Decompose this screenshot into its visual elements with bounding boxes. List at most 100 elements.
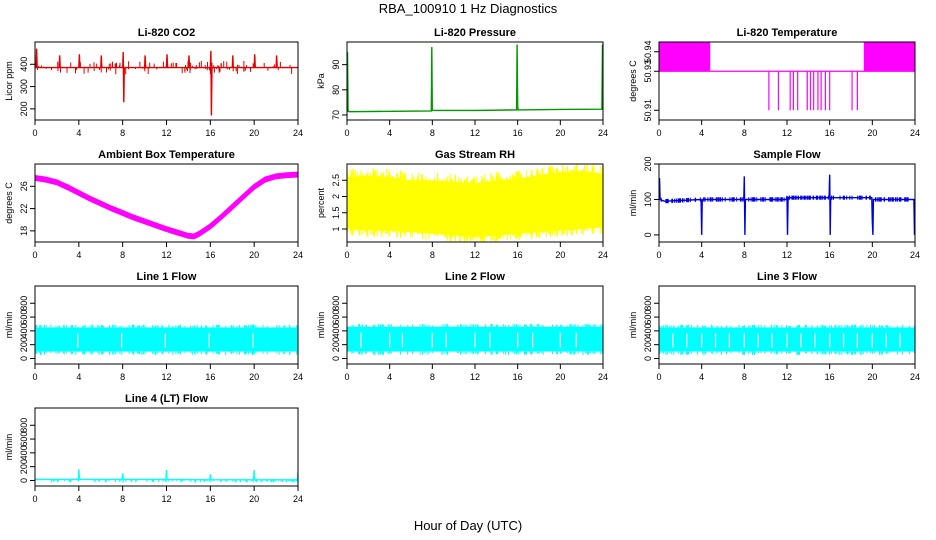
panel-4: Ambient Box Temperature 0 4 8 12 16 20 24 18 22 26… bbox=[4, 149, 303, 260]
panel-7-flow-band bbox=[35, 327, 298, 352]
panel-2-data bbox=[347, 44, 603, 113]
panel-5: Gas Stream RH 0 4 8 12 16 20 24 1 1.5 2 2.5 percent bbox=[316, 149, 608, 260]
panel-3-y-tick-label: 50.94 bbox=[643, 40, 653, 63]
panel-10-x-tick-label: 4 bbox=[76, 494, 81, 504]
panel-1-x-tick-label: 24 bbox=[293, 128, 303, 138]
panel-1-x-tick-label: 16 bbox=[205, 128, 215, 138]
panel-8-y-tick-label: 0 bbox=[331, 356, 341, 361]
panel-7-y-tick-label: 200 bbox=[19, 337, 29, 352]
panel-6-series-line bbox=[659, 174, 915, 235]
panel-9-x-tick-label: 4 bbox=[699, 372, 704, 382]
panel-4-y-tick-label: 22 bbox=[19, 204, 29, 214]
panel-8-frame bbox=[346, 285, 604, 365]
panel-1-y-tick-label: 400 bbox=[19, 57, 29, 72]
panel-7-y-tick-label: 800 bbox=[19, 296, 29, 311]
panel-8-x-tick-label: 24 bbox=[598, 372, 608, 382]
panel-1-x-tick-label: 12 bbox=[161, 128, 171, 138]
panel-4-x-tick-label: 24 bbox=[293, 250, 303, 260]
panel-6-y-tick-label: 200 bbox=[643, 156, 653, 171]
panel-5-y-tick-label: 2 bbox=[331, 194, 341, 199]
panel-1-y-label: Licor ppm bbox=[4, 61, 14, 101]
panel-5-title: Gas Stream RH bbox=[435, 149, 515, 161]
panel-10-y-label: ml/min bbox=[4, 434, 14, 461]
panel-9-y-label: ml/min bbox=[628, 312, 638, 339]
panel-7-noise bbox=[35, 324, 298, 355]
panel-1: Li-820 CO2 0 4 8 12 16 20 24 200 300 400 Licor ppm bbox=[4, 27, 303, 138]
panel-10-y-tick-label: 200 bbox=[19, 459, 29, 474]
panel-6-noise bbox=[659, 178, 909, 206]
panel-7-x-tick-label: 0 bbox=[32, 372, 37, 382]
panel-3-x-tick-label: 8 bbox=[742, 128, 747, 138]
panel-3-x-tick-label: 24 bbox=[910, 128, 920, 138]
panel-3-x-tick-label: 12 bbox=[782, 128, 792, 138]
panel-6-y-tick-label: 0 bbox=[643, 232, 653, 237]
panel-3-block-left bbox=[659, 42, 711, 72]
panel-6-x-tick-label: 20 bbox=[867, 250, 877, 260]
panel-6-x-tick-label: 8 bbox=[742, 250, 747, 260]
panel-2-y-tick-label: 80 bbox=[331, 85, 341, 95]
panel-9-y-tick-label: 600 bbox=[643, 310, 653, 325]
panel-9-y-tick-label: 0 bbox=[643, 356, 653, 361]
x-axis-title: Hour of Day (UTC) bbox=[413, 518, 523, 533]
panel-10-y-tick-label: 800 bbox=[19, 418, 29, 433]
panel-3-x-tick-label: 0 bbox=[656, 128, 661, 138]
panel-3-y-label: degrees C bbox=[628, 60, 638, 102]
panel-7-x-tick-label: 12 bbox=[161, 372, 171, 382]
panel-4-x-tick-label: 12 bbox=[161, 250, 171, 260]
panel-10-title: Line 4 (LT) Flow bbox=[125, 393, 208, 405]
panel-10-x-tick-label: 20 bbox=[249, 494, 259, 504]
panel-6: Sample Flow 0 4 8 12 16 20 24 0 100 200 ml/min bbox=[628, 149, 920, 260]
panel-2: Li-820 Pressure 0 4 8 12 16 20 24 70 80 90 kPa bbox=[316, 27, 608, 138]
panel-8-noise bbox=[351, 324, 603, 355]
panel-9-x-tick-label: 16 bbox=[825, 372, 835, 382]
panel-6-y-tick-label: 100 bbox=[643, 192, 653, 207]
panel-1-title: Li-820 CO2 bbox=[138, 27, 195, 39]
panel-5-y-label: percent bbox=[316, 187, 326, 218]
panel-3-data bbox=[659, 42, 915, 111]
panel-9-x-tick-label: 8 bbox=[742, 372, 747, 382]
panel-1-x-tick-label: 8 bbox=[120, 128, 125, 138]
panel-2-x-tick-label: 20 bbox=[555, 128, 565, 138]
panel-7-x-tick-label: 8 bbox=[120, 372, 125, 382]
panel-7-data bbox=[35, 324, 298, 355]
panel-8-x-tick-label: 0 bbox=[344, 372, 349, 382]
panel-2-y-tick-label: 70 bbox=[331, 110, 341, 120]
panel-10-noise bbox=[36, 479, 298, 483]
panel-7-y-tick-label: 0 bbox=[19, 356, 29, 361]
panel-9-y-tick-label: 800 bbox=[643, 296, 653, 311]
panel-8-y-label: ml/min bbox=[316, 312, 326, 339]
panel-4-x-tick-label: 4 bbox=[76, 250, 81, 260]
panel-2-series-line bbox=[347, 44, 603, 113]
panel-6-x-tick-label: 4 bbox=[699, 250, 704, 260]
panel-5-x-tick-label: 8 bbox=[430, 250, 435, 260]
panel-7-x-tick-label: 24 bbox=[293, 372, 303, 382]
panel-7-y-tick-label: 600 bbox=[19, 310, 29, 325]
panel-9-x-tick-label: 12 bbox=[782, 372, 792, 382]
panel-3-block-right bbox=[863, 42, 915, 72]
panel-2-x-tick-label: 8 bbox=[430, 128, 435, 138]
panel-6-data bbox=[659, 174, 915, 235]
panel-1-data bbox=[35, 48, 298, 116]
panel-6-y-label: ml/min bbox=[628, 190, 638, 217]
panel-9-x-tick-label: 20 bbox=[867, 372, 877, 382]
panel-4-y-tick-label: 18 bbox=[19, 226, 29, 236]
panel-4-series-band bbox=[35, 171, 298, 240]
panel-2-x-tick-label: 0 bbox=[344, 128, 349, 138]
panel-4-x-tick-label: 20 bbox=[249, 250, 259, 260]
panel-9-x-tick-label: 24 bbox=[910, 372, 920, 382]
panel-1-x-tick-label: 0 bbox=[32, 128, 37, 138]
panel-8-data bbox=[347, 324, 603, 355]
panel-8-y-tick-label: 200 bbox=[331, 337, 341, 352]
panel-8-y-tick-label: 600 bbox=[331, 310, 341, 325]
panel-8-x-tick-label: 12 bbox=[470, 372, 480, 382]
panel-7-frame bbox=[34, 285, 299, 365]
panel-10-x-tick-label: 24 bbox=[293, 494, 303, 504]
panel-5-noise bbox=[347, 164, 603, 242]
panel-2-x-tick-label: 12 bbox=[470, 128, 480, 138]
panel-10: Line 4 (LT) Flow 0 4 8 12 16 20 24 0 200400600800… bbox=[4, 393, 303, 504]
panel-8-x-tick-label: 8 bbox=[430, 372, 435, 382]
